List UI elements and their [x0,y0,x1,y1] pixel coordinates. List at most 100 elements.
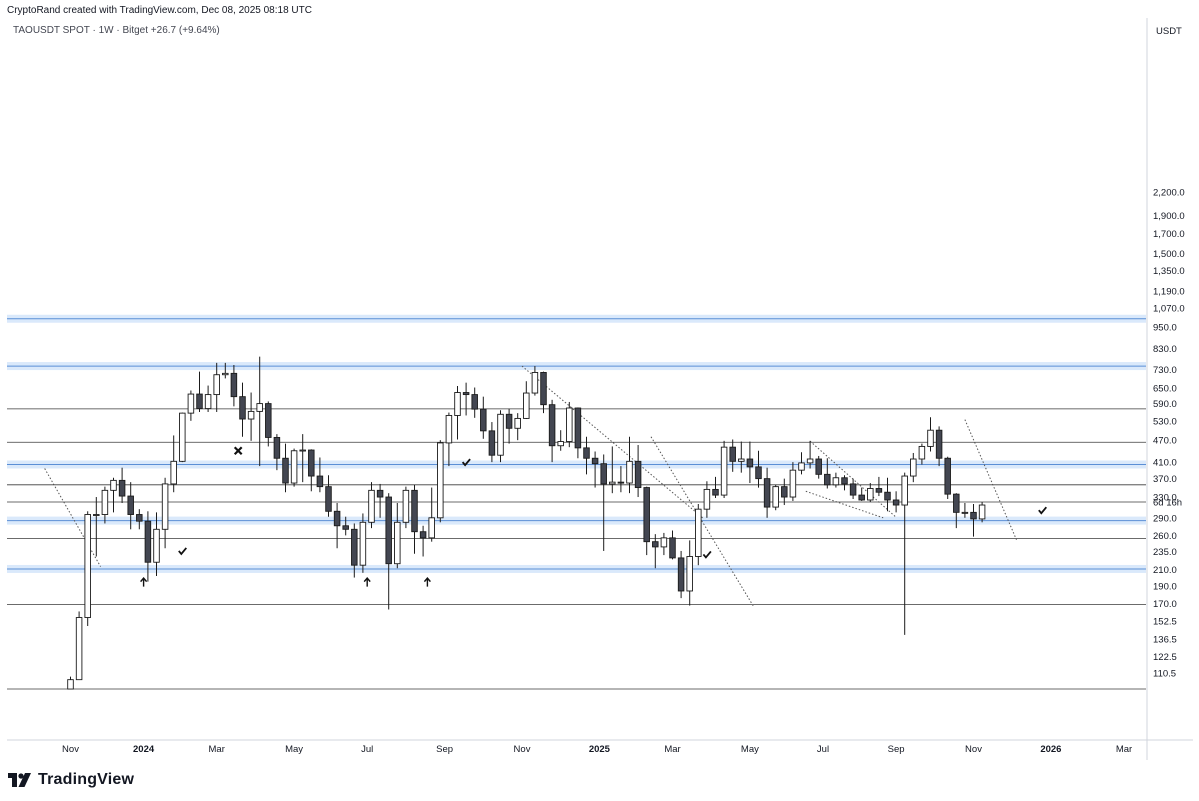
candle-down [548,404,556,447]
time-tick-label: Jul [361,744,373,755]
candle-down [970,511,977,520]
price-tick-label: 1,190.0 [1153,286,1185,297]
time-axis[interactable]: Nov 2024 Mar May Jul Sep Nov 2025 Mar May Jul Sep No… [62,744,1132,755]
candle-down [282,457,289,484]
candle-down [471,394,478,410]
candle-up [101,489,109,515]
time-tick-label: Nov [514,744,531,755]
candle-up [402,489,410,523]
time-tick-label: 2024 [133,744,155,755]
checkmark-icon [178,547,187,556]
bar-countdown-label: 6d 16h [1153,497,1182,508]
candle-down [583,447,590,459]
candle-up [161,483,169,530]
time-tick-label: 2025 [589,744,611,755]
candle-up [497,413,504,456]
candle-down [729,446,736,462]
candle-down [849,483,857,496]
price-tick-label: 410.0 [1153,458,1177,469]
checkmark-icon [1038,506,1047,515]
candle-up [609,481,616,485]
price-tick-label: 470.0 [1153,436,1177,447]
candle-up [626,460,633,484]
candle-down [884,491,891,501]
candle-up [918,445,926,460]
time-tick-label: Mar [1116,744,1132,755]
time-tick-label: Nov [965,744,982,755]
price-tick-label: 830.0 [1153,344,1177,355]
candle-up [153,528,160,563]
candle-up [84,514,91,618]
candle-up [256,403,263,412]
candle-up [204,394,212,410]
candle-down [316,475,324,488]
candle-up [110,479,117,491]
price-tick-label: 590.0 [1153,399,1177,410]
price-tick-label: 1,350.0 [1153,266,1185,277]
candle-down [419,531,427,539]
price-tick-label: 122.5 [1153,652,1177,663]
price-tick-label: 210.0 [1153,565,1177,576]
candle-up [738,458,745,462]
candle-up [93,514,100,516]
time-tick-label: Mar [664,744,680,755]
arrow-up-icon [423,577,431,587]
candle-up [454,392,461,416]
candle-up [368,489,375,523]
candle-down [781,486,788,498]
candle-down [342,525,349,530]
horizontal-levels [7,314,1146,690]
price-tick-label: 1,500.0 [1153,249,1185,260]
candle-down [617,481,625,484]
candle-down [265,403,272,438]
candle-up [445,415,453,444]
cross-icon [233,446,243,456]
chart-credit: CryptoRand created with TradingView.com,… [7,5,312,16]
candle-up [961,511,969,514]
candles [67,356,986,690]
price-axis[interactable]: 2,200.0 1,900.0 1,700.0 1,500.0 1,350.0 1,190… [1153,187,1185,679]
candle-up [222,372,229,376]
time-tick-label: May [741,744,759,755]
price-tick-label: 136.5 [1153,634,1177,645]
candle-down [230,372,238,398]
candle-down [480,408,487,432]
tradingview-logo[interactable]: TradingView [8,769,134,791]
candle-down [600,463,607,485]
candle-down [634,460,642,489]
candle-up [910,458,917,477]
candle-up [75,617,83,681]
candle-up [686,556,693,592]
price-tick-label: 1,900.0 [1153,211,1185,222]
candle-up [557,441,564,447]
candle-down [385,496,392,565]
candle-down [462,392,470,396]
candle-down [815,458,822,475]
candle-up [901,475,908,506]
candle-up [867,488,874,501]
candle-up [170,460,177,485]
candle-up [213,374,220,396]
candle-up [437,442,444,519]
candle-down [892,499,900,506]
candle-up [247,410,255,420]
arrow-up-icon [363,577,371,587]
candle-down [652,541,659,548]
price-tick-label: 110.5 [1153,668,1176,679]
candle-down [824,473,831,486]
time-tick-label: Sep [436,744,453,755]
candle-down [875,488,883,493]
candle-up [523,392,530,419]
candle-up [978,504,986,520]
price-tick-label: 730.0 [1153,365,1177,376]
candle-up [290,450,298,484]
time-tick-label: Nov [62,744,79,755]
price-tick-label: 190.0 [1153,581,1177,592]
candle-up [789,469,797,498]
trendline [521,365,703,519]
candle-down [351,528,358,566]
candle-down [540,372,547,406]
time-tick-label: 2026 [1040,744,1061,755]
candle-up [359,521,367,566]
